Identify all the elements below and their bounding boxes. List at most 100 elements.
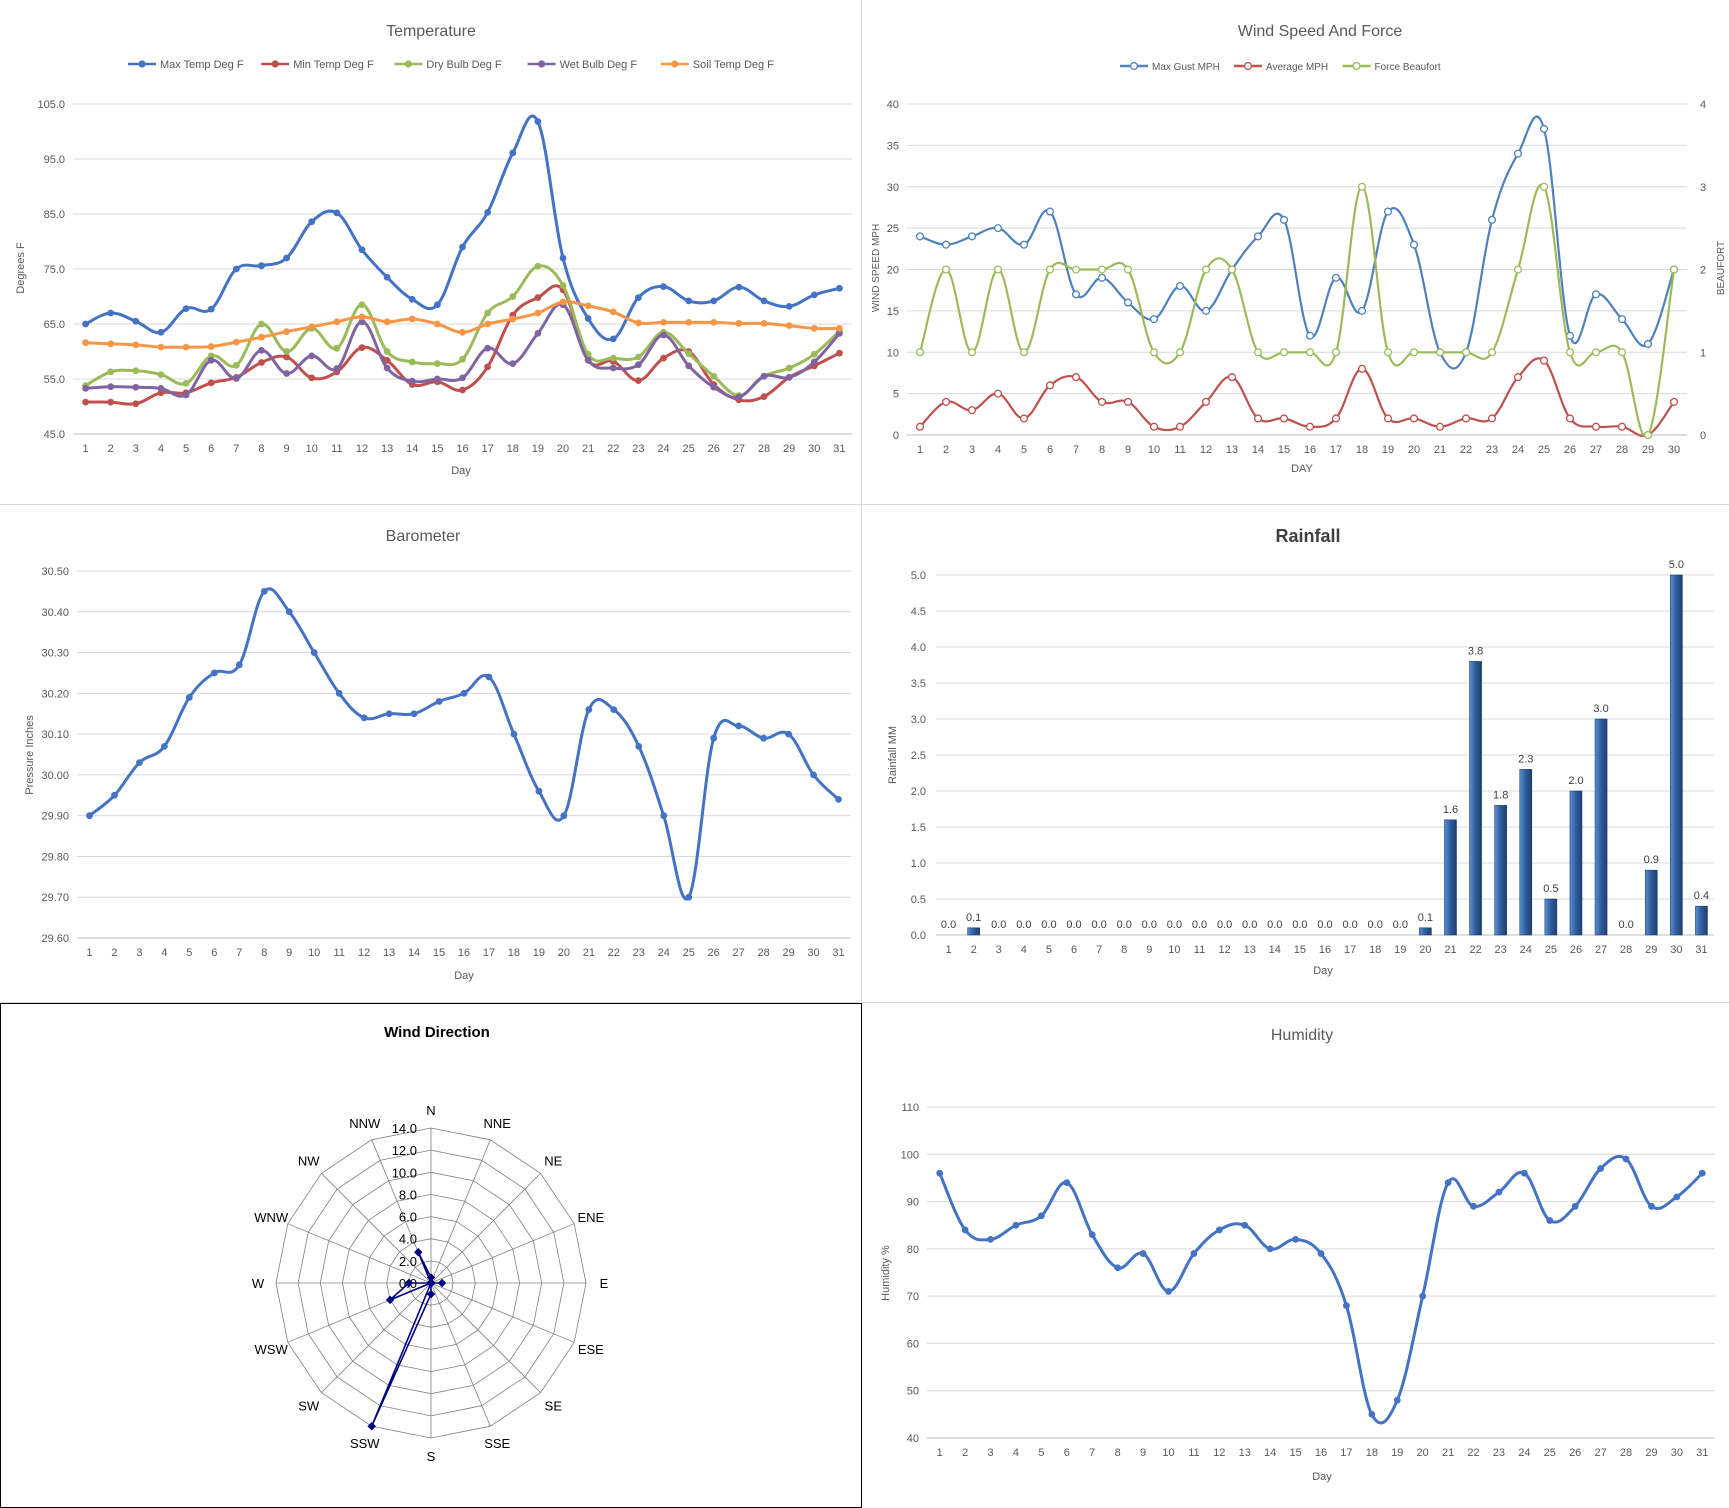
rain-data-label: 3.0: [1593, 703, 1608, 715]
humid-data-point: [1317, 1250, 1325, 1257]
wind-data-point: [941, 265, 951, 274]
temp-data-point: [182, 343, 190, 351]
wdir-direction-label: SE: [545, 1398, 563, 1413]
temp-x-tick-label: 16: [456, 443, 468, 455]
temp-x-tick-label: 25: [683, 443, 695, 455]
temp-data-point: [207, 305, 215, 313]
baro-data-point: [785, 730, 792, 738]
rain-x-tick-label: 9: [1146, 944, 1152, 956]
baro-data-point: [335, 689, 343, 697]
wind-data-point: [1097, 265, 1107, 274]
humid-x-tick-label: 30: [1671, 1447, 1683, 1459]
rain-data-label: 0.0: [1217, 919, 1232, 931]
wdir-data-point: [437, 1278, 447, 1288]
humidity-chart-title: Humidity: [1271, 1027, 1333, 1044]
temp-data-point: [785, 364, 793, 372]
temp-x-tick-label: 12: [356, 443, 368, 455]
baro-data-point: [560, 812, 568, 820]
temp-data-point: [685, 350, 693, 358]
wind-direction-chart-panel: Wind Direction N NNE NE ENE E ESE SE SSE S SSW SW W…: [0, 1003, 862, 1508]
wdir-direction-label: SW: [298, 1398, 320, 1413]
temp-data-point: [760, 320, 768, 327]
humid-data-point: [1012, 1221, 1020, 1229]
wind-data-point: [1461, 414, 1471, 423]
baro-y-tick-label: 30.50: [41, 566, 69, 578]
temp-data-point: [534, 329, 542, 337]
rain-data-label: 0.0: [1167, 919, 1182, 931]
baro-data-point: [86, 812, 93, 820]
rain-x-tick-label: 15: [1294, 944, 1306, 956]
temp-data-point: [484, 208, 492, 216]
rain-x-tick-label: 12: [1218, 944, 1230, 956]
wind-x-tick-label: 14: [1252, 444, 1264, 456]
baro-data-point: [810, 771, 817, 779]
humid-x-tick-label: 28: [1620, 1447, 1632, 1459]
humid-x-tick-label: 15: [1289, 1447, 1301, 1459]
temp-data-point: [710, 297, 718, 305]
rain-x-tick-label: 7: [1096, 944, 1102, 956]
baro-data-point: [235, 661, 243, 669]
temp-x-tick-label: 7: [233, 443, 239, 455]
barometer-x-axis-label: Day: [454, 970, 474, 982]
baro-x-tick-label: 6: [211, 947, 217, 959]
temp-legend-label: Wet Bulb Deg F: [560, 59, 638, 71]
temp-series-line: [85, 284, 841, 406]
wind-data-point: [1357, 182, 1367, 191]
humid-data-point: [1470, 1202, 1477, 1210]
temp-data-point: [132, 341, 140, 349]
rain-x-tick-label: 20: [1419, 944, 1431, 956]
temp-x-tick-label: 14: [406, 443, 418, 455]
rain-y-tick-label: 0.5: [911, 894, 926, 906]
baro-data-point: [360, 714, 368, 722]
wdir-direction-label: NE: [544, 1154, 562, 1169]
humid-data-point: [1393, 1396, 1401, 1404]
wind-x-tick-label: 1: [917, 444, 923, 456]
temp-y-tick-label: 45.0: [44, 429, 65, 441]
temp-legend-label: Min Temp Deg F: [293, 59, 374, 71]
wind-data-point: [1305, 422, 1315, 431]
baro-data-point: [710, 734, 718, 742]
rain-y-tick-label: 3.5: [911, 678, 926, 690]
temp-data-point: [509, 360, 517, 367]
rain-bar: [1544, 898, 1558, 936]
wind-speed-chart-panel: Wind Speed And Force DAY WIND SPEED MPH …: [862, 0, 1729, 505]
temp-data-point: [232, 265, 240, 273]
rain-bar: [1670, 574, 1683, 936]
temp-data-point: [459, 386, 466, 394]
wdir-spoke: [321, 1173, 432, 1284]
humid-data-point: [1698, 1169, 1706, 1177]
temp-x-tick-label: 27: [733, 443, 745, 455]
humid-data-point: [1215, 1226, 1223, 1234]
humid-x-tick-label: 2: [962, 1447, 968, 1459]
baro-x-tick-label: 2: [111, 947, 117, 959]
baro-y-tick-label: 30.10: [41, 729, 69, 741]
temp-data-point: [836, 349, 843, 357]
temp-data-point: [258, 359, 265, 366]
humid-x-tick-label: 5: [1038, 1447, 1044, 1459]
wind-data-point: [941, 240, 951, 249]
wdir-direction-label: WNW: [254, 1210, 289, 1225]
humid-data-point: [1495, 1188, 1503, 1196]
humid-data-point: [1063, 1179, 1071, 1187]
baro-data-point: [735, 722, 743, 730]
temp-x-tick-label: 29: [783, 443, 795, 455]
wdir-spoke: [287, 1223, 432, 1284]
temp-data-point: [559, 298, 567, 306]
temp-data-point: [283, 370, 290, 377]
baro-y-tick-label: 29.90: [41, 811, 69, 823]
rain-x-tick-label: 30: [1670, 944, 1682, 956]
temp-data-point: [433, 360, 441, 367]
rain-data-label: 0.0: [1292, 919, 1307, 931]
temperature-chart-panel: Temperature Day Degrees F 45.0 55.0 65.0 75…: [0, 0, 862, 505]
humid-x-tick-label: 12: [1213, 1447, 1225, 1459]
wind-x-tick-label: 12: [1200, 444, 1212, 456]
temp-x-tick-label: 30: [808, 443, 820, 455]
temp-data-point: [157, 328, 165, 336]
wind-data-point: [1071, 373, 1081, 382]
humid-data-point: [1037, 1212, 1045, 1220]
rain-data-label: 0.0: [1242, 919, 1257, 931]
baro-x-tick-label: 16: [458, 947, 470, 959]
humid-x-tick-label: 22: [1467, 1447, 1479, 1459]
wind-data-point: [993, 224, 1003, 233]
baro-data-point: [385, 710, 393, 718]
